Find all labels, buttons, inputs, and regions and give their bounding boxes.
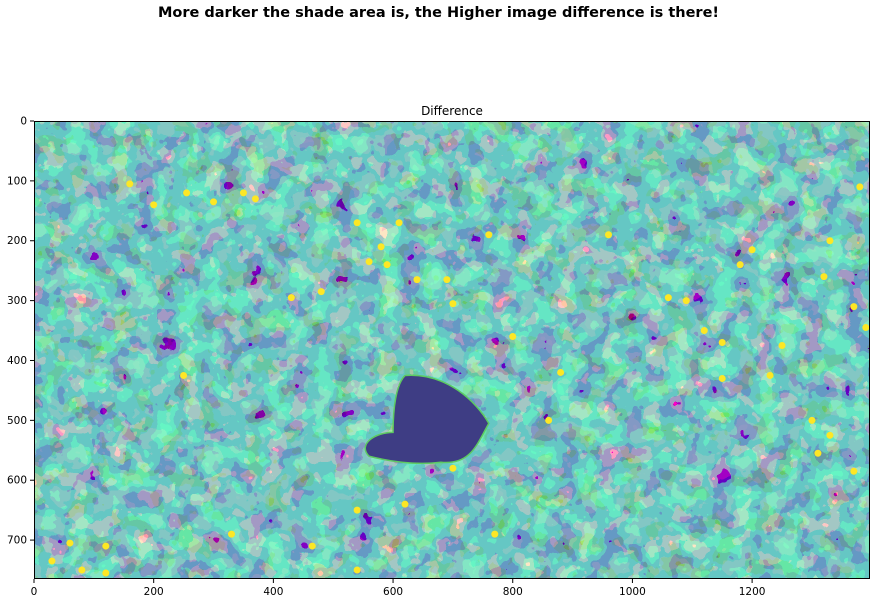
bright-spot (748, 246, 756, 254)
bright-spot (862, 324, 870, 332)
bright-spot (850, 467, 858, 475)
bright-spot (251, 195, 259, 203)
bright-spot (353, 566, 361, 574)
bright-spot (353, 219, 361, 227)
bright-spot (401, 500, 409, 508)
bright-spot (353, 506, 361, 514)
heatmap-texture (34, 121, 870, 579)
x-tick-label: 0 (31, 586, 38, 598)
y-tick-label: 700 (7, 535, 27, 547)
bright-spot (413, 276, 421, 284)
y-tick-label: 500 (7, 415, 27, 427)
bright-spot (180, 371, 188, 379)
bright-spot (449, 300, 457, 308)
bright-spot (126, 180, 134, 188)
bright-spot (856, 183, 864, 191)
bright-spot (365, 258, 373, 266)
bright-spot (736, 261, 744, 269)
bright-spot (150, 201, 158, 209)
y-tick-label: 200 (7, 235, 27, 247)
x-tick-label: 1000 (619, 586, 646, 598)
heatmap-plot-area (34, 121, 870, 579)
y-axis: 0 100 200 300 400 500 600 700 (7, 116, 34, 547)
bright-spot (66, 539, 74, 547)
y-tick-label: 400 (7, 355, 27, 367)
bright-spot (227, 530, 235, 538)
bright-spot (317, 288, 325, 296)
bright-spot (718, 339, 726, 347)
bright-spot (850, 303, 858, 311)
x-axis: 0 200 400 600 800 1000 1200 (31, 579, 766, 598)
bright-spot (700, 327, 708, 335)
bright-spot (308, 542, 316, 550)
bright-spot (449, 464, 457, 472)
bright-spot (102, 542, 110, 550)
dark-lake-region (364, 374, 490, 465)
x-tick-label: 400 (263, 586, 283, 598)
bright-spot (395, 219, 403, 227)
bright-spot (383, 261, 391, 269)
bright-spot (545, 416, 553, 424)
bright-spot (239, 189, 247, 197)
axes-title: Difference (421, 104, 483, 118)
y-tick-label: 100 (7, 175, 27, 187)
bright-spot (443, 276, 451, 284)
bright-spot (102, 569, 110, 577)
y-tick-label: 0 (20, 116, 27, 128)
bright-spot (557, 368, 565, 376)
bright-spot (485, 231, 493, 239)
bright-spot (78, 566, 86, 574)
bright-spot (820, 273, 828, 281)
bright-spot (183, 189, 191, 197)
x-tick-label: 1200 (739, 586, 766, 598)
y-tick-label: 300 (7, 295, 27, 307)
figure-suptitle: More darker the shade area is, the Highe… (157, 5, 720, 21)
bright-spot (604, 231, 612, 239)
x-tick-label: 200 (144, 586, 164, 598)
bright-spot (718, 374, 726, 382)
bright-spot (377, 243, 385, 251)
bright-spot (826, 237, 834, 245)
bright-spot (48, 557, 56, 565)
heatmap-features (48, 180, 870, 577)
x-tick-label: 800 (503, 586, 523, 598)
bright-spot (491, 530, 499, 538)
axes-frame (34, 121, 870, 579)
bright-spot (664, 294, 672, 302)
bright-spot (808, 416, 816, 424)
bright-spot (778, 342, 786, 350)
y-tick-label: 600 (7, 475, 27, 487)
bright-spot (509, 333, 517, 341)
bright-spot (682, 297, 690, 305)
bright-spot (826, 431, 834, 439)
bright-spot (287, 294, 295, 302)
bright-spot (210, 198, 218, 206)
bright-spot (766, 371, 774, 379)
bright-spot (814, 449, 822, 457)
x-tick-label: 600 (383, 586, 403, 598)
